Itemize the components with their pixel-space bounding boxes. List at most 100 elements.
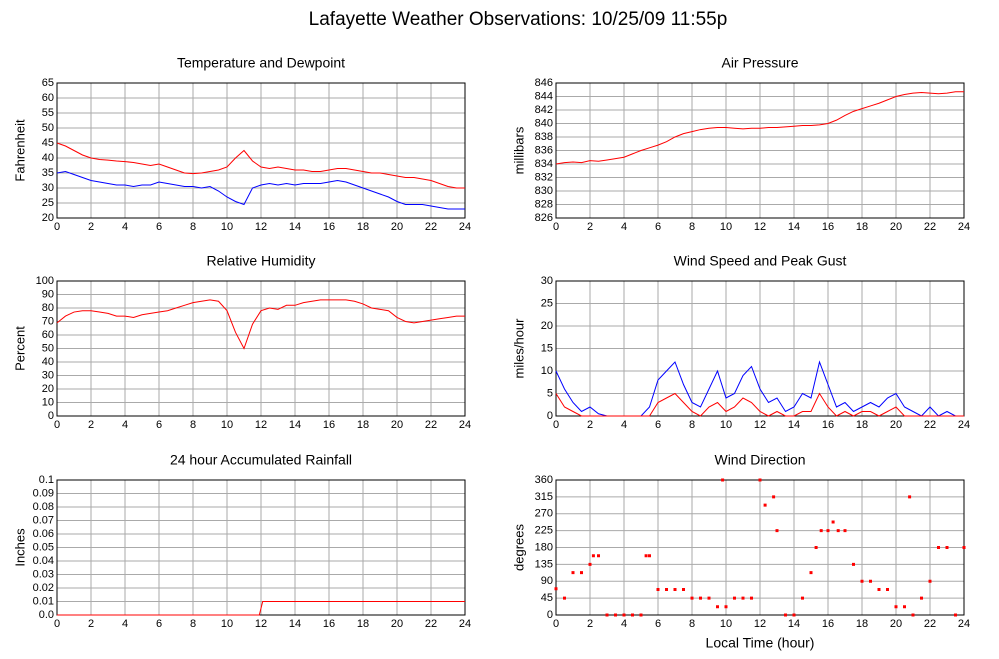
panel-title: Wind Speed and Peak Gust (674, 253, 847, 269)
x-tick-label: 14 (788, 618, 800, 630)
page-title: Lafayette Weather Observations: 10/25/09… (309, 9, 728, 30)
y-tick-label: 0.1 (39, 474, 54, 486)
y-tick-label: 50 (42, 122, 54, 134)
y-tick-label: 5 (547, 387, 553, 399)
y-tick-label: 10 (541, 365, 553, 377)
x-tick-label: 2 (88, 221, 94, 233)
x-tick-label: 12 (255, 618, 267, 630)
x-tick-label: 0 (553, 618, 559, 630)
y-tick-label: 30 (42, 182, 54, 194)
data-line (56, 170, 465, 210)
x-tick-label: 2 (587, 221, 593, 233)
data-point (741, 596, 745, 600)
data-point (591, 554, 595, 558)
data-point (809, 571, 813, 575)
x-tick-label: 12 (255, 419, 267, 431)
x-tick-label: 6 (655, 618, 661, 630)
y-tick-label: 225 (535, 525, 553, 537)
x-tick-label: 18 (856, 618, 868, 630)
data-point (665, 588, 668, 591)
data-point (928, 579, 932, 583)
plot-frame (56, 82, 466, 219)
y-tick-label: 0.08 (33, 501, 54, 513)
data-point (903, 605, 906, 609)
y-tick-label: 315 (535, 491, 553, 503)
x-tick-label: 18 (856, 221, 868, 233)
x-tick-label: 2 (587, 618, 593, 630)
y-tick-label: 20 (42, 212, 54, 224)
y-tick-label: 70 (42, 315, 54, 327)
data-point (707, 596, 711, 600)
data-line (56, 142, 465, 189)
x-tick-label: 16 (323, 419, 335, 431)
data-point (869, 579, 872, 583)
data-point (563, 596, 566, 600)
y-tick-label: 90 (42, 288, 54, 300)
x-tick-label: 6 (655, 419, 661, 431)
x-tick-label: 12 (255, 221, 267, 233)
y-tick-label: 0.04 (33, 555, 54, 567)
data-point (801, 596, 804, 600)
data-point (886, 588, 889, 591)
x-tick-label: 4 (621, 419, 627, 431)
data-point (826, 529, 830, 533)
x-tick-label: 22 (924, 618, 936, 630)
x-tick-label: 10 (720, 618, 732, 630)
x-tick-label: 20 (391, 221, 403, 233)
y-tick-label: 828 (535, 198, 553, 210)
x-tick-label: 8 (689, 221, 695, 233)
data-point (758, 478, 762, 482)
x-tick-label: 12 (754, 618, 766, 630)
x-tick-label: 4 (621, 618, 627, 630)
x-tick-label: 22 (924, 419, 936, 431)
data-point (597, 554, 600, 558)
x-tick-label: 16 (822, 419, 834, 431)
data-point (588, 562, 592, 566)
data-point (831, 520, 835, 524)
x-tick-label: 14 (788, 221, 800, 233)
y-tick-label: 30 (42, 369, 54, 381)
x-tick-label: 24 (459, 221, 471, 233)
data-point (656, 588, 660, 591)
y-tick-label: 35 (42, 167, 54, 179)
y-tick-label: 0.03 (33, 568, 54, 580)
data-line (555, 392, 964, 417)
panel-title: Air Pressure (721, 55, 798, 71)
x-tick-label: 24 (958, 419, 970, 431)
plot-frame (56, 479, 466, 616)
data-point (721, 478, 725, 482)
data-point (605, 613, 609, 617)
y-tick-label: 270 (535, 508, 553, 520)
data-point (690, 596, 694, 600)
data-point (733, 596, 736, 600)
data-point (622, 613, 626, 617)
x-tick-label: 22 (425, 618, 437, 630)
y-tick-label: 135 (535, 558, 553, 570)
x-tick-label: 6 (156, 618, 162, 630)
x-tick-label: 2 (587, 419, 593, 431)
y-axis-label: miles/hour (511, 318, 526, 379)
x-tick-label: 18 (856, 419, 868, 431)
x-tick-label: 22 (924, 221, 936, 233)
y-axis-label: degrees (511, 524, 526, 571)
data-point (750, 596, 753, 600)
panel-title: 24 hour Accumulated Rainfall (170, 452, 352, 468)
y-tick-label: 0.06 (33, 528, 54, 540)
x-tick-label: 4 (122, 221, 128, 233)
data-point (631, 613, 634, 617)
x-tick-label: 16 (323, 618, 335, 630)
x-tick-label: 4 (621, 221, 627, 233)
x-tick-label: 8 (190, 419, 196, 431)
y-tick-label: 30 (541, 275, 553, 287)
panel-title: Relative Humidity (207, 253, 316, 269)
x-tick-label: 18 (357, 618, 369, 630)
data-point (763, 503, 767, 507)
x-tick-label: 14 (788, 419, 800, 431)
panel-title: Wind Direction (714, 452, 805, 468)
y-tick-label: 844 (535, 90, 553, 102)
y-tick-label: 45 (42, 137, 54, 149)
x-tick-label: 24 (459, 618, 471, 630)
x-tick-label: 20 (890, 419, 902, 431)
x-tick-label: 14 (289, 618, 301, 630)
x-tick-label: 8 (190, 618, 196, 630)
